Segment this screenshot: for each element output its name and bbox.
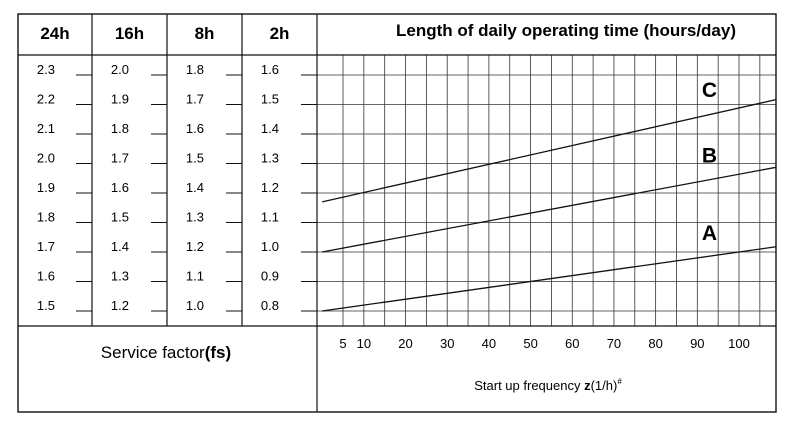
chart-frame	[17, 13, 777, 413]
series-line-A	[322, 246, 777, 312]
y-axis-title-text: Service factor	[101, 343, 205, 362]
x-tick-label: 80	[648, 336, 662, 351]
column-header-2h: 2h	[270, 24, 290, 43]
series-label-C: C	[702, 79, 717, 102]
x-tick-label: 40	[482, 336, 496, 351]
series-line-B	[322, 166, 777, 253]
tick-label: 2.0	[37, 151, 55, 166]
series-layer: A B C	[322, 79, 777, 312]
grid-layer	[317, 55, 776, 326]
tick-label: 1.6	[186, 121, 204, 136]
series-label-B: B	[702, 145, 717, 168]
tick-label: 1.0	[186, 298, 204, 313]
tick-label: 1.6	[37, 269, 55, 284]
x-tick-label: 5	[339, 336, 346, 351]
x-axis-title: Start up frequency z(1/h)#	[474, 377, 622, 393]
column-header-24h: 24h	[40, 24, 69, 43]
x-axis-title-mark: #	[617, 377, 622, 386]
column-header-16h: 16h	[115, 24, 144, 43]
y-axis-title: Service factor(fs)	[101, 343, 231, 362]
x-tick-label: 90	[690, 336, 704, 351]
tick-label: 1.7	[186, 92, 204, 107]
tick-label: 1.4	[261, 121, 279, 136]
tick-label: 1.5	[37, 298, 55, 313]
tick-label: 1.7	[37, 239, 55, 254]
tick-label: 1.3	[186, 210, 204, 225]
tick-label: 1.6	[261, 62, 279, 77]
tick-label: 1.5	[111, 210, 129, 225]
x-tick-label: 100	[728, 336, 750, 351]
column-header-8h: 8h	[195, 24, 215, 43]
tick-label: 2.3	[37, 62, 55, 77]
series-line-C	[322, 99, 777, 203]
x-tick-label: 70	[607, 336, 621, 351]
tick-label: 1.2	[111, 298, 129, 313]
tick-label: 1.7	[111, 151, 129, 166]
tick-label: 1.1	[261, 210, 279, 225]
x-axis-title-unit: (1/h)	[591, 378, 618, 393]
x-axis-title-symbol: z	[584, 378, 591, 393]
tick-label: 0.8	[261, 298, 279, 313]
tick-label: 1.0	[261, 239, 279, 254]
tick-label: 1.9	[37, 180, 55, 195]
x-tick-label: 20	[398, 336, 412, 351]
x-tick-label: 30	[440, 336, 454, 351]
text-layer: Length of daily operating time (hours/da…	[37, 21, 750, 393]
tick-label: 1.1	[186, 269, 204, 284]
tick-label: 1.3	[111, 269, 129, 284]
tick-label: 0.9	[261, 269, 279, 284]
tick-label: 1.2	[186, 239, 204, 254]
outer-border	[17, 13, 777, 413]
tick-label: 2.1	[37, 121, 55, 136]
tick-label: 2.2	[37, 92, 55, 107]
y-axis-title-symbol: (fs)	[205, 343, 231, 362]
tick-label: 1.5	[261, 92, 279, 107]
x-tick-label: 50	[523, 336, 537, 351]
tick-label: 1.8	[186, 62, 204, 77]
chart-title: Length of daily operating time (hours/da…	[396, 21, 736, 40]
tick-label: 1.6	[111, 180, 129, 195]
x-tick-label: 60	[565, 336, 579, 351]
tick-label: 1.3	[261, 151, 279, 166]
series-label-A: A	[702, 222, 717, 245]
tick-label: 1.4	[111, 239, 129, 254]
tick-label: 1.9	[111, 92, 129, 107]
tick-label: 1.2	[261, 180, 279, 195]
tick-label: 2.0	[111, 62, 129, 77]
tick-label: 1.8	[37, 210, 55, 225]
x-axis-title-text: Start up frequency	[474, 378, 584, 393]
x-tick-label: 10	[357, 336, 371, 351]
tick-label: 1.4	[186, 180, 204, 195]
tick-label: 1.5	[186, 151, 204, 166]
tick-label: 1.8	[111, 121, 129, 136]
